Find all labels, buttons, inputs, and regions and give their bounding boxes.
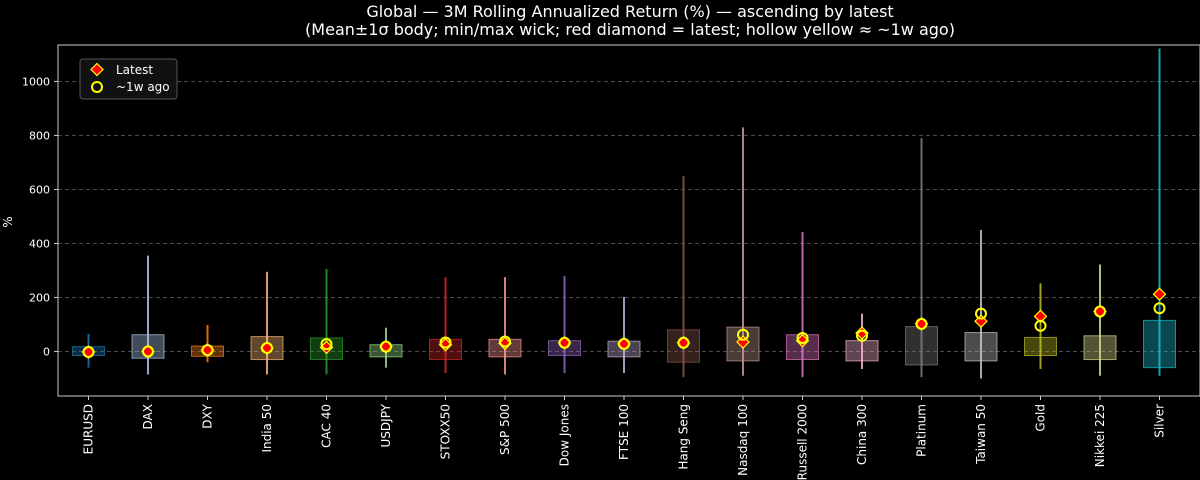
- y-tick-label: 600: [29, 183, 50, 196]
- legend: Latest ~1w ago: [79, 58, 178, 100]
- legend-week-ago-label: ~1w ago: [116, 80, 170, 94]
- series-nikkei-225: [1083, 264, 1117, 376]
- x-tick-label: Nikkei 225: [1093, 404, 1107, 467]
- series-taiwan-50: [964, 229, 998, 379]
- grid-layer: [58, 81, 1200, 352]
- x-tick-label: Silver: [1153, 404, 1167, 438]
- week-ago-marker-dax: [142, 345, 154, 358]
- week-ago-marker-taiwan-50: [975, 307, 987, 320]
- series-gold: [1024, 283, 1057, 369]
- series-eurusd: [72, 333, 105, 368]
- x-ticks: EURUSD DAX DXY India 50 CAC 40 USDJPY STOXX50 S…: [82, 396, 1167, 480]
- x-tick-label: CAC 40: [320, 404, 334, 448]
- week-ago-marker-ftse-100: [618, 337, 630, 350]
- x-tick-label: STOXX50: [439, 404, 453, 459]
- week-ago-marker-india-50: [261, 341, 273, 354]
- legend-box: [79, 58, 178, 100]
- series-s-p-500: [488, 277, 522, 375]
- x-tick-label: DXY: [201, 403, 215, 428]
- y-axis-label: %: [1, 216, 15, 227]
- week-ago-marker-usdjpy: [380, 340, 392, 353]
- x-tick-label: Dow Jones: [558, 404, 572, 466]
- series-dxy: [191, 324, 224, 363]
- week-ago-marker-eurusd: [82, 345, 95, 358]
- latest-marker-gold: [1033, 309, 1048, 324]
- week-ago-marker-dow-jones: [558, 336, 571, 349]
- body-gold: [1024, 336, 1057, 357]
- y-tick-label: 0: [43, 345, 50, 358]
- week-ago-marker-nasdaq-100: [737, 328, 749, 341]
- x-tick-label: Taiwan 50: [974, 404, 988, 465]
- x-tick-label: India 50: [260, 404, 274, 453]
- y-tick-label: 200: [29, 291, 50, 304]
- series-ftse-100: [607, 296, 641, 374]
- series-nasdaq-100: [726, 127, 760, 376]
- series-india-50: [250, 271, 284, 375]
- series-china-300: [845, 313, 879, 369]
- series-layer: [72, 48, 1176, 379]
- week-ago-marker-s-p-500: [499, 335, 511, 348]
- y-tick-label: 1000: [22, 75, 50, 88]
- series-stoxx50: [429, 277, 462, 374]
- legend-latest-label: Latest: [116, 63, 153, 77]
- week-ago-marker-cac-40: [320, 338, 333, 351]
- body-taiwan-50: [964, 332, 998, 362]
- series-russell-2000: [786, 232, 819, 378]
- week-ago-marker-silver: [1153, 302, 1166, 315]
- series-dow-jones: [548, 275, 581, 374]
- x-tick-label: Platinum: [915, 404, 929, 457]
- x-tick-label: Gold: [1034, 404, 1048, 432]
- week-ago-marker-gold: [1034, 319, 1047, 332]
- series-cac-40: [310, 269, 343, 375]
- x-tick-label: EURUSD: [82, 404, 96, 454]
- week-ago-marker-russell-2000: [796, 331, 809, 344]
- x-tick-label: Hang Seng: [677, 404, 691, 470]
- body-china-300: [845, 340, 879, 362]
- week-ago-marker-china-300: [856, 329, 868, 342]
- legend-latest-marker: [90, 62, 104, 77]
- latest-marker-china-300: [855, 326, 869, 340]
- x-tick-label: S&P 500: [498, 404, 512, 455]
- x-tick-label: Russell 2000: [796, 404, 810, 480]
- x-tick-label: Nasdaq 100: [736, 404, 750, 476]
- week-ago-marker-stoxx50: [439, 336, 452, 349]
- body-silver: [1143, 319, 1176, 369]
- series-hang-seng: [667, 175, 700, 378]
- week-ago-marker-platinum: [915, 317, 928, 330]
- week-ago-marker-nikkei-225: [1094, 305, 1106, 318]
- chart-subtitle: (Mean±1σ body; min/max wick; red diamond…: [305, 20, 955, 39]
- legend-week-ago-marker: [91, 81, 103, 93]
- week-ago-marker-dxy: [201, 344, 214, 357]
- latest-marker-silver: [1152, 287, 1167, 302]
- x-tick-label: DAX: [141, 404, 155, 429]
- y-tick-label: 400: [29, 237, 50, 250]
- x-tick-label: USDJPY: [379, 403, 393, 447]
- x-tick-label: FTSE 100: [617, 404, 631, 460]
- y-ticks: 0 200 400 600 800 1000: [22, 75, 58, 358]
- body-nikkei-225: [1083, 335, 1117, 361]
- series-dax: [131, 255, 165, 375]
- x-tick-label: China 300: [855, 404, 869, 465]
- series-platinum: [905, 138, 938, 378]
- chart-title: Global — 3M Rolling Annualized Return (%…: [366, 2, 893, 21]
- body-platinum: [905, 326, 938, 366]
- y-tick-label: 800: [29, 129, 50, 142]
- series-usdjpy: [369, 327, 403, 368]
- series-silver: [1143, 48, 1176, 376]
- plot-frame: [57, 44, 1200, 397]
- week-ago-marker-hang-seng: [677, 336, 690, 349]
